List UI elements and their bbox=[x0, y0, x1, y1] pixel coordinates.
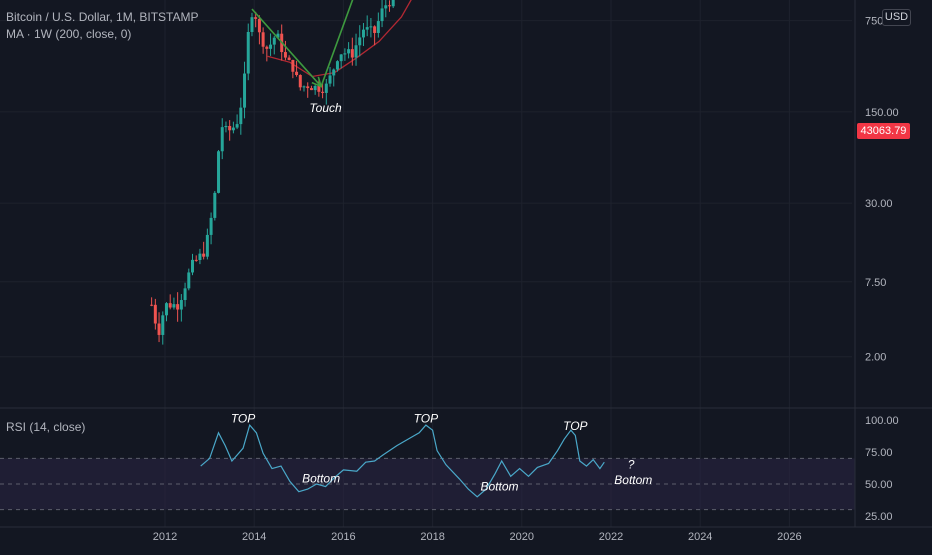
y-tick-label: 150.00 bbox=[865, 107, 899, 119]
candle-body bbox=[306, 86, 310, 89]
rsi-top-label: TOP bbox=[563, 419, 587, 433]
candle-body bbox=[391, 0, 395, 7]
candle-body bbox=[228, 125, 232, 131]
ma-line bbox=[267, 0, 412, 78]
candle-body bbox=[380, 8, 384, 22]
currency-button[interactable]: USD bbox=[882, 9, 911, 26]
x-tick-label: 2026 bbox=[777, 531, 801, 543]
candle-body bbox=[250, 17, 254, 32]
trend-arrow-line[interactable] bbox=[251, 8, 322, 87]
candle-body bbox=[332, 69, 336, 76]
candle-body bbox=[369, 26, 373, 28]
candle-body bbox=[347, 49, 351, 54]
candle-body bbox=[272, 37, 276, 45]
candle-body bbox=[365, 27, 369, 30]
candle-body bbox=[217, 151, 221, 193]
candle-body bbox=[376, 21, 380, 33]
candle-body bbox=[194, 259, 198, 261]
y-tick-label: 7.50 bbox=[865, 277, 886, 289]
candle-body bbox=[205, 234, 209, 257]
rsi-tick-label: 100.00 bbox=[865, 415, 899, 427]
candle-body bbox=[157, 323, 161, 335]
candle-body bbox=[339, 54, 343, 62]
candle-body bbox=[239, 107, 243, 125]
rsi-question-label: ? bbox=[628, 458, 635, 472]
x-tick-label: 2024 bbox=[688, 531, 712, 543]
touch-label: Touch bbox=[309, 101, 342, 115]
candle-body bbox=[324, 83, 328, 93]
candle-body bbox=[335, 61, 339, 70]
candle-body bbox=[246, 31, 250, 74]
candle-body bbox=[354, 45, 358, 58]
candle-body bbox=[261, 32, 265, 47]
candle-body bbox=[358, 37, 362, 46]
rsi-top-label: TOP bbox=[231, 412, 255, 426]
rsi-line bbox=[200, 423, 605, 498]
candle-body bbox=[257, 18, 261, 33]
candle-body bbox=[231, 127, 235, 131]
candle-body bbox=[287, 57, 291, 60]
candle-body bbox=[191, 259, 195, 273]
candle-body bbox=[224, 125, 228, 128]
candle-body bbox=[298, 75, 302, 88]
candle-body bbox=[373, 26, 377, 33]
trend-arrow-line[interactable] bbox=[320, 0, 408, 87]
candle-body bbox=[309, 88, 313, 91]
last-price-tag: 43063.79 bbox=[857, 123, 910, 139]
candle-body bbox=[283, 52, 287, 58]
rsi-tick-label: 25.00 bbox=[865, 511, 893, 523]
x-tick-label: 2022 bbox=[599, 531, 623, 543]
rsi-tick-label: 75.00 bbox=[865, 447, 893, 459]
candle-body bbox=[153, 304, 157, 324]
candle-body bbox=[172, 304, 176, 308]
candle-body bbox=[384, 5, 388, 9]
candle-body bbox=[313, 86, 317, 91]
x-tick-label: 2012 bbox=[153, 531, 177, 543]
candle-body bbox=[350, 49, 354, 58]
x-tick-label: 2014 bbox=[242, 531, 266, 543]
candle-body bbox=[343, 53, 347, 55]
candle-body bbox=[387, 5, 391, 7]
candle-body bbox=[361, 29, 365, 38]
candle-body bbox=[176, 304, 180, 310]
candle-body bbox=[213, 192, 217, 218]
candle-body bbox=[198, 253, 202, 261]
rsi-tick-label: 50.00 bbox=[865, 479, 893, 491]
candle-body bbox=[164, 303, 168, 316]
candle-body bbox=[235, 124, 239, 128]
x-tick-label: 2016 bbox=[331, 531, 355, 543]
candle-body bbox=[202, 253, 206, 257]
candle-body bbox=[220, 127, 224, 152]
candle-body bbox=[317, 86, 321, 92]
candle-body bbox=[291, 59, 295, 72]
rsi-bottom-label: Bottom bbox=[480, 479, 518, 493]
candle-body bbox=[321, 91, 325, 93]
rsi-bottom-label: Bottom bbox=[302, 472, 340, 486]
candle-body bbox=[209, 217, 213, 235]
candle-body bbox=[269, 44, 273, 49]
candle-body bbox=[161, 315, 165, 335]
candle-body bbox=[187, 272, 191, 289]
candle-body bbox=[265, 46, 269, 49]
x-tick-label: 2020 bbox=[510, 531, 534, 543]
rsi-bottom-label: Bottom bbox=[614, 473, 652, 487]
candle-body bbox=[179, 300, 183, 310]
y-tick-label: 30.00 bbox=[865, 198, 893, 210]
y-tick-label: 2.00 bbox=[865, 352, 886, 364]
candle-body bbox=[302, 86, 306, 88]
candle-body bbox=[168, 303, 172, 308]
candle-body bbox=[295, 71, 299, 76]
candle-body bbox=[328, 75, 332, 84]
x-tick-label: 2018 bbox=[420, 531, 444, 543]
candle-body bbox=[243, 73, 247, 108]
candle-body bbox=[254, 17, 258, 19]
rsi-top-label: TOP bbox=[414, 412, 438, 426]
candle-body bbox=[276, 33, 280, 38]
last-price-value: 43063.79 bbox=[860, 125, 907, 137]
candle-body bbox=[183, 288, 187, 301]
currency-label: USD bbox=[884, 11, 909, 23]
candle-body bbox=[150, 304, 154, 306]
